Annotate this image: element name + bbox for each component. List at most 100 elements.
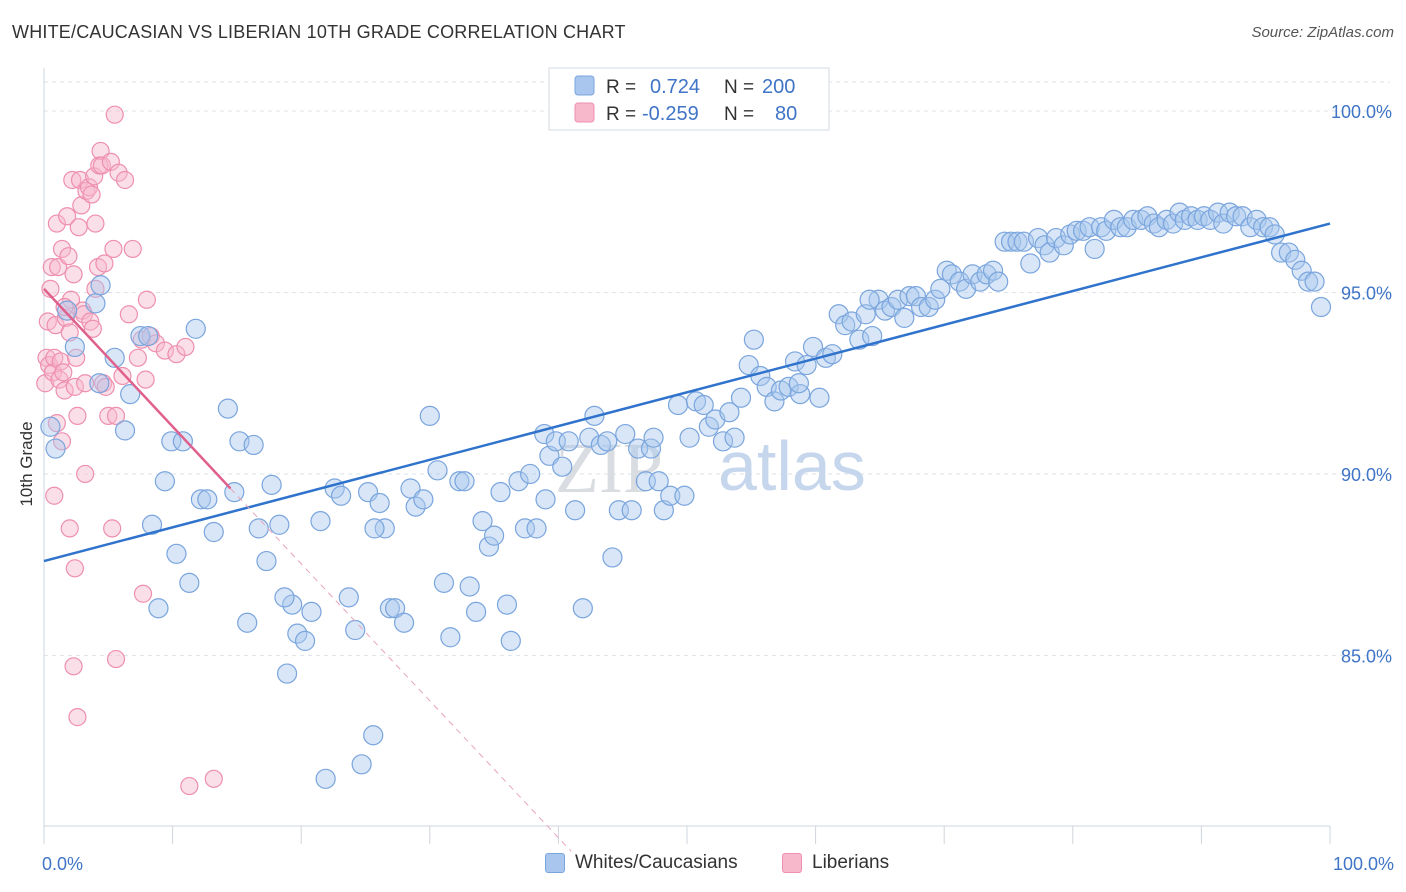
white-point-162 (1110, 217, 1131, 238)
white-point-35 (294, 630, 316, 652)
white-point-154 (1060, 224, 1081, 245)
liberian-point-15 (55, 381, 74, 400)
liberian-point-43 (95, 254, 114, 273)
white-point-195 (788, 373, 809, 394)
white-point-101 (719, 402, 740, 423)
white-point-133 (925, 289, 946, 310)
axes (43, 68, 1331, 844)
white-point-118 (828, 304, 849, 325)
white-point-0 (40, 416, 61, 437)
white-point-21 (197, 489, 218, 510)
white-point-9 (120, 384, 141, 405)
legend-top: R = 0.724 N = 200 R = -0.259 N = 80 (548, 67, 830, 131)
liberian-point-48 (106, 406, 126, 425)
white-point-76 (558, 431, 579, 452)
liberian-point-35 (83, 319, 102, 338)
white-point-46 (369, 492, 390, 514)
liberian-point-49 (109, 163, 128, 182)
liberian-point-52 (119, 305, 138, 324)
liberian-point-67 (76, 464, 95, 484)
white-point-139 (962, 264, 983, 285)
white-point-153 (1053, 235, 1074, 256)
white-point-176 (1200, 209, 1221, 231)
white-point-141 (976, 264, 997, 285)
legend-n-label-1: N = (724, 77, 754, 98)
white-point-56 (433, 572, 455, 593)
white-point-68 (508, 471, 529, 492)
y-tick-label-1: 90.0% (1341, 465, 1392, 485)
white-point-81 (590, 434, 611, 456)
white-point-20 (190, 489, 211, 510)
liberian-point-47 (104, 239, 123, 259)
white-point-136 (941, 264, 963, 285)
white-point-27 (243, 434, 264, 456)
liberian-point-60 (155, 341, 174, 360)
white-point-55 (427, 460, 448, 481)
white-point-29 (256, 550, 277, 572)
liberian-point-20 (61, 290, 81, 309)
white-point-128 (894, 307, 915, 329)
liberian-point-78 (47, 414, 66, 433)
liberian-point-75 (105, 105, 124, 124)
white-point-30 (261, 474, 282, 495)
white-point-38 (315, 768, 336, 789)
white-point-82 (597, 431, 618, 452)
legend-swatch-liberian (574, 102, 595, 123)
white-trend-line (43, 222, 1331, 563)
white-point-64 (484, 525, 505, 546)
liberian-point-74 (204, 769, 223, 788)
white-point-199 (274, 587, 295, 608)
white-point-108 (764, 391, 785, 412)
white-point-165 (1130, 209, 1152, 231)
legend-swatch-liberian-bottom (782, 853, 802, 873)
white-point-43 (351, 754, 372, 775)
y-tick-label-3: 100.0% (1331, 102, 1392, 122)
white-point-171 (1169, 202, 1190, 223)
white-point-10 (130, 325, 151, 347)
liberian-point-41 (92, 156, 111, 175)
white-point-143 (988, 271, 1009, 292)
legend-n-value-2: 80 (775, 103, 797, 125)
white-point-26 (237, 612, 258, 633)
liberian-point-34 (82, 185, 101, 204)
legend-r-value-2: -0.259 (642, 103, 699, 125)
trend-lines (43, 222, 1331, 852)
white-point-198 (364, 518, 385, 539)
white-point-1 (45, 438, 66, 459)
white-point-114 (802, 336, 824, 358)
liberian-point-23 (65, 377, 84, 396)
liberian-point-5 (42, 257, 61, 277)
white-point-93 (667, 394, 689, 416)
white-point-48 (379, 598, 401, 619)
white-point-60 (459, 576, 480, 597)
liberian-point-53 (123, 239, 142, 259)
white-point-23 (217, 398, 238, 419)
white-point-85 (615, 423, 636, 445)
liberian-point-79 (55, 297, 74, 317)
white-point-180 (1226, 206, 1247, 227)
liberian-point-63 (45, 486, 64, 505)
liberian-trend-extension (230, 488, 572, 852)
legend-label-liberian: Liberians (812, 852, 890, 873)
liberian-point-24 (67, 348, 86, 367)
liberian-point-44 (96, 377, 115, 396)
white-point-65 (490, 482, 511, 503)
liberian-point-33 (81, 312, 100, 331)
liberian-point-25 (68, 406, 87, 425)
white-point-146 (1007, 231, 1028, 252)
liberian-points (36, 105, 223, 796)
white-point-19 (185, 318, 206, 339)
y-tick-label-2: 95.0% (1341, 283, 1392, 303)
white-point-100 (712, 431, 734, 452)
white-point-189 (1285, 249, 1306, 270)
white-point-66 (496, 594, 518, 615)
white-point-148 (1020, 253, 1041, 274)
white-point-18 (179, 572, 200, 593)
liberian-point-21 (63, 170, 82, 190)
white-point-57 (440, 627, 461, 648)
white-point-170 (1163, 213, 1184, 234)
white-point-45 (363, 725, 384, 746)
white-point-194 (859, 289, 880, 310)
white-point-8 (114, 420, 136, 441)
white-point-41 (338, 587, 359, 608)
